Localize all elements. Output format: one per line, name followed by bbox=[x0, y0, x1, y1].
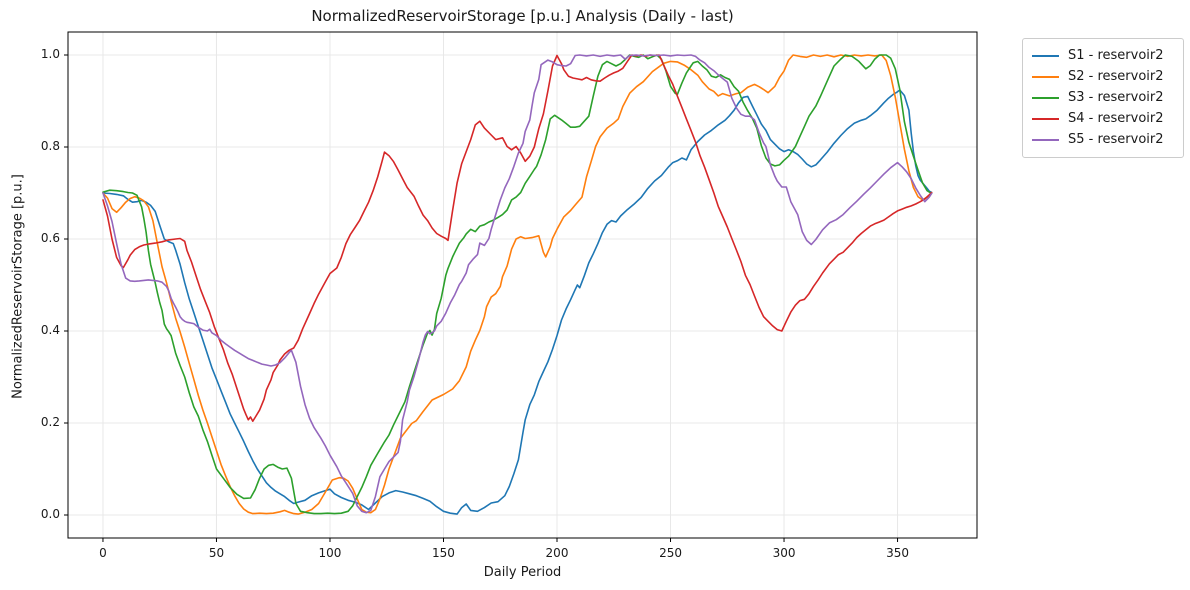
legend-item-label: S4 - reservoir2 bbox=[1068, 111, 1164, 126]
legend-item-label: S5 - reservoir2 bbox=[1068, 132, 1164, 147]
legend-item-s2: S2 - reservoir2 bbox=[1032, 66, 1175, 87]
y-tick-label: 0.2 bbox=[40, 415, 60, 429]
chart-title: NormalizedReservoirStorage [p.u.] Analys… bbox=[311, 7, 734, 25]
x-tick-label: 0 bbox=[99, 546, 107, 560]
legend-item-s5: S5 - reservoir2 bbox=[1032, 129, 1175, 150]
y-axis-label: NormalizedReservoirStorage [p.u.] bbox=[10, 174, 26, 399]
legend-line-swatch-s3 bbox=[1032, 96, 1059, 99]
series-line-s3 bbox=[102, 54, 933, 515]
legend-line-swatch-s1 bbox=[1032, 54, 1059, 57]
x-tick-label: 50 bbox=[208, 546, 225, 560]
x-tick-label: 350 bbox=[886, 546, 909, 560]
axes-border bbox=[67, 31, 978, 539]
x-tick-label: 200 bbox=[545, 546, 569, 560]
x-tick-label: 300 bbox=[772, 546, 796, 560]
legend-line-swatch-s2 bbox=[1032, 75, 1059, 78]
series-line-s2 bbox=[102, 54, 933, 515]
y-tick-label: 1.0 bbox=[40, 47, 60, 61]
legend-line-swatch-s4 bbox=[1032, 117, 1059, 120]
legend-item-label: S3 - reservoir2 bbox=[1068, 90, 1164, 105]
series-line-s4 bbox=[102, 54, 933, 422]
x-axis-label: Daily Period bbox=[483, 565, 562, 580]
legend: S1 - reservoir2 S2 - reservoir2 S3 - reser… bbox=[1022, 38, 1184, 158]
legend-item-label: S2 - reservoir2 bbox=[1068, 69, 1164, 84]
x-tick-label: 250 bbox=[659, 546, 682, 560]
series-line-s5 bbox=[102, 54, 933, 514]
y-tick-label: 0.4 bbox=[40, 323, 60, 337]
x-tick-label: 100 bbox=[318, 546, 342, 560]
legend-item-label: S1 - reservoir2 bbox=[1068, 48, 1164, 63]
x-tick-label: 150 bbox=[432, 546, 455, 560]
legend-item-s3: S3 - reservoir2 bbox=[1032, 87, 1175, 108]
y-tick-label: 0.6 bbox=[40, 231, 60, 245]
legend-item-s1: S1 - reservoir2 bbox=[1032, 45, 1175, 66]
legend-line-swatch-s5 bbox=[1032, 138, 1059, 141]
y-tick-label: 0.8 bbox=[40, 139, 60, 153]
series-line-s1 bbox=[102, 89, 933, 515]
legend-item-s4: S4 - reservoir2 bbox=[1032, 108, 1175, 129]
y-tick-label: 0.0 bbox=[40, 507, 60, 521]
